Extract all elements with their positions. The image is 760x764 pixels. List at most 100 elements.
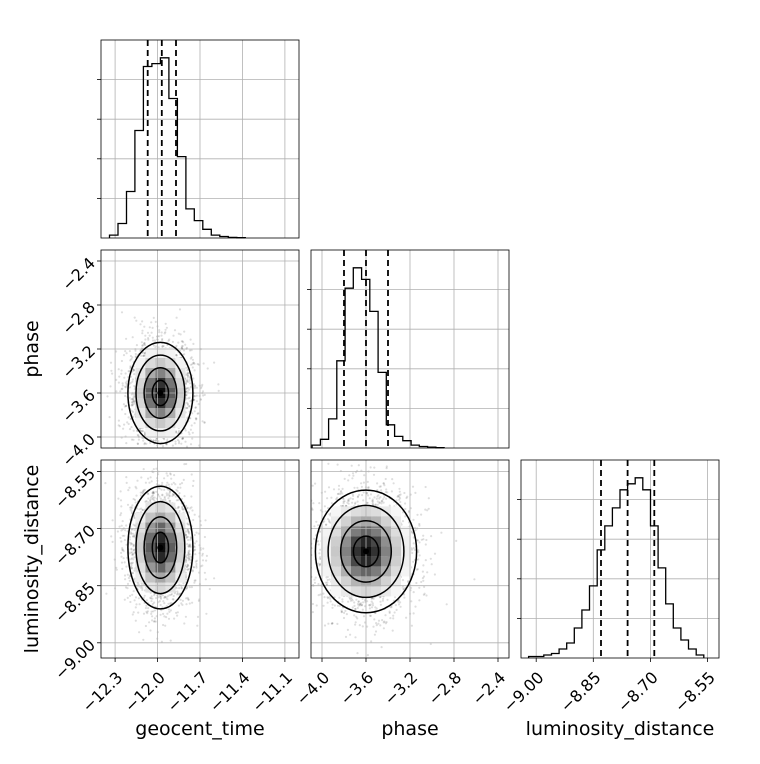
scatter-point	[129, 531, 132, 534]
scatter-point	[143, 352, 146, 355]
scatter-point	[418, 524, 421, 527]
scatter-point	[151, 602, 154, 606]
scatter-point	[402, 587, 405, 591]
scatter-point	[201, 420, 204, 423]
scatter-point	[371, 498, 374, 501]
scatter-point	[163, 495, 166, 498]
scatter-point	[125, 543, 128, 546]
scatter-point	[175, 611, 178, 615]
scatter-point	[125, 476, 128, 479]
scatter-point	[157, 487, 160, 490]
scatter-point	[193, 566, 196, 569]
scatter-point	[131, 336, 134, 339]
scatter-point	[185, 445, 189, 448]
scatter-point	[185, 587, 188, 590]
scatter-point	[201, 554, 204, 557]
scatter-point	[133, 453, 135, 455]
scatter-point	[195, 400, 198, 403]
scatter-point	[140, 452, 142, 454]
scatter-point	[398, 490, 401, 493]
scatter-point	[311, 602, 314, 606]
scatter-point	[190, 424, 193, 427]
scatter-point	[166, 595, 169, 598]
scatter-point	[188, 379, 191, 382]
scatter-point	[130, 528, 133, 531]
scatter-point	[120, 540, 123, 543]
scatter-point	[121, 534, 124, 537]
scatter-point	[124, 412, 127, 416]
scatter-point	[192, 382, 195, 386]
scatter-point	[120, 524, 123, 527]
scatter-point	[175, 353, 178, 356]
scatter-point	[140, 582, 143, 585]
scatter-point	[146, 492, 149, 495]
scatter-point	[123, 538, 126, 542]
scatter-point	[164, 498, 167, 502]
scatter-point	[306, 537, 308, 539]
scatter-point	[131, 356, 134, 359]
scatter-point	[131, 571, 134, 575]
scatter-point	[158, 487, 161, 490]
scatter-point	[190, 586, 193, 589]
scatter-point	[130, 398, 133, 401]
scatter-point	[126, 596, 129, 600]
scatter-point	[134, 606, 137, 609]
scatter-point	[355, 615, 358, 618]
scatter-point	[126, 582, 130, 586]
scatter-point	[355, 598, 358, 601]
scatter-point	[188, 523, 191, 526]
scatter-point	[429, 642, 432, 646]
scatter-point	[182, 349, 186, 352]
scatter-point	[422, 534, 425, 537]
scatter-point	[135, 319, 138, 322]
scatter-point	[126, 421, 129, 424]
scatter-point	[142, 490, 145, 493]
scatter-point	[188, 433, 191, 436]
scatter-point	[177, 604, 180, 607]
scatter-point	[142, 354, 145, 358]
scatter-point	[167, 483, 170, 486]
scatter-point	[153, 451, 155, 453]
scatter-point	[180, 345, 183, 348]
scatter-point	[188, 544, 191, 548]
scatter-point	[187, 555, 190, 558]
scatter-point	[332, 488, 336, 491]
scatter-point	[165, 492, 168, 495]
scatter-point	[161, 339, 164, 342]
scatter-point	[157, 454, 159, 456]
scatter-point	[412, 560, 415, 563]
scatter-point	[293, 577, 295, 579]
scatter-point	[139, 323, 142, 326]
scatter-point	[152, 496, 155, 499]
scatter-point	[142, 490, 145, 493]
scatter-point	[185, 603, 188, 606]
scatter-point	[328, 520, 331, 523]
scatter-point	[326, 518, 330, 521]
scatter-point	[115, 568, 118, 571]
scatter-point	[140, 476, 143, 479]
scatter-point	[185, 536, 188, 539]
scatter-point	[398, 498, 401, 501]
scatter-point	[377, 622, 380, 625]
scatter-point	[181, 340, 184, 343]
scatter-point	[176, 490, 179, 493]
scatter-point	[150, 595, 153, 598]
scatter-point	[159, 597, 163, 600]
scatter-point	[149, 496, 152, 499]
scatter-point	[183, 353, 186, 356]
scatter-point	[195, 531, 198, 534]
scatter-point	[328, 519, 331, 522]
scatter-point	[176, 507, 179, 510]
scatter-point	[141, 332, 144, 335]
scatter-point	[105, 592, 108, 595]
scatter-point	[208, 587, 211, 591]
scatter-point	[135, 494, 138, 497]
scatter-point	[356, 495, 360, 498]
scatter-point	[165, 596, 168, 599]
scatter-point	[186, 373, 189, 376]
scatter-point	[165, 494, 168, 497]
scatter-point	[187, 530, 190, 533]
scatter-point	[118, 425, 121, 428]
scatter-point	[189, 536, 192, 539]
scatter-point	[131, 401, 134, 404]
